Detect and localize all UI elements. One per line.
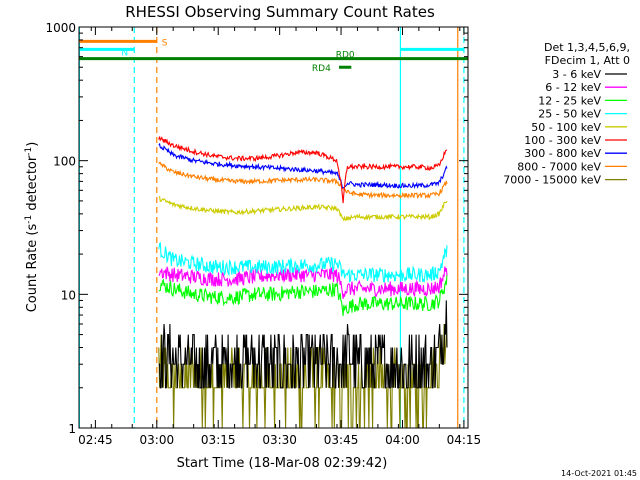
- legend: Det 1,3,4,5,6,9,FDecim 1, Att 03 - 6 keV…: [503, 41, 630, 187]
- legend-entry-label: 300 - 800 keV: [524, 147, 601, 160]
- legend-entry-label: 800 - 7000 keV: [517, 160, 601, 173]
- y-tick-label: 10: [61, 288, 76, 302]
- x-tick-label: 02:45: [78, 433, 113, 447]
- legend-entry-label: 25 - 50 keV: [538, 108, 601, 121]
- series-line-100-300-keV: [158, 136, 448, 204]
- chart-title: RHESSI Observing Summary Count Rates: [125, 3, 435, 21]
- legend-entry-label: 7000 - 15000 keV: [503, 174, 601, 187]
- plot-frame: [78, 26, 469, 429]
- legend-entry-label: 3 - 6 keV: [552, 68, 601, 81]
- legend-header: FDecim 1, Att 0: [545, 54, 630, 67]
- x-axis-label: Start Time (18-Mar-08 02:39:42): [177, 456, 388, 471]
- state-bar-label: RD4: [312, 64, 331, 74]
- series-line-800-7000-keV: [158, 161, 448, 200]
- x-tick-label: 03:30: [262, 433, 297, 447]
- x-tick-label: 03:15: [201, 433, 236, 447]
- x-tick-label: 04:15: [447, 433, 482, 447]
- y-tick-label: 1: [68, 422, 76, 436]
- series-line-50-100-keV: [158, 196, 448, 222]
- series-line-3-6-keV: [158, 300, 448, 389]
- series-line-25-50-keV: [158, 241, 448, 284]
- series-line-300-800-keV: [158, 142, 448, 189]
- timestamp: 14-Oct-2021 01:45: [561, 469, 637, 478]
- y-axis-label: Count Rate (s-1 detector-1): [24, 142, 40, 313]
- state-bar-label: RD0: [336, 51, 355, 61]
- y-tick-label: 1000: [45, 21, 76, 35]
- legend-entry-label: 100 - 300 keV: [524, 134, 601, 147]
- legend-entry-label: 50 - 100 keV: [531, 121, 601, 134]
- x-tick-label: 03:45: [324, 433, 359, 447]
- x-tick-label: 04:00: [385, 433, 420, 447]
- state-bar-label: S: [162, 38, 168, 48]
- legend-header: Det 1,3,4,5,6,9,: [544, 41, 630, 54]
- series-line-6-12-keV: [158, 266, 448, 299]
- legend-entry-label: 6 - 12 keV: [545, 81, 601, 94]
- legend-entry-label: 12 - 25 keV: [538, 94, 601, 107]
- x-tick-label: 03:00: [140, 433, 175, 447]
- state-bar-label: N: [121, 48, 128, 58]
- y-tick-label: 100: [53, 155, 76, 169]
- series-line-12-25-keV: [158, 273, 448, 316]
